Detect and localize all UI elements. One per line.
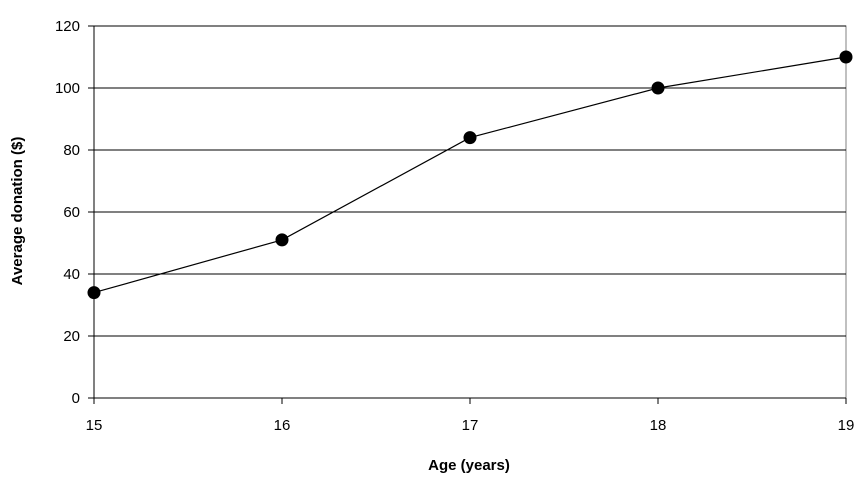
- y-tick-label: 20: [63, 328, 80, 345]
- data-point: [651, 81, 665, 95]
- gridlines: [94, 25, 846, 337]
- data-point: [87, 286, 101, 300]
- x-tick-label: 16: [274, 417, 291, 434]
- x-axis-title: Age (years): [428, 457, 510, 474]
- y-axis-tick-labels: 0 20 40 60 80 100 120: [55, 18, 80, 407]
- data-point: [463, 131, 477, 145]
- y-axis-title: Average donation ($): [9, 137, 26, 286]
- x-tick-label: 17: [462, 417, 479, 434]
- x-tick-label: 15: [86, 417, 103, 434]
- y-tick-label: 0: [72, 390, 80, 407]
- x-tick-label: 19: [838, 417, 855, 434]
- data-point: [275, 233, 289, 247]
- x-axis-tick-labels: 15 16 17 18 19: [86, 417, 855, 434]
- series-group: [87, 50, 853, 300]
- data-point: [839, 50, 853, 64]
- y-tick-label: 80: [63, 142, 80, 159]
- y-tick-label: 100: [55, 80, 80, 97]
- axes: [88, 25, 847, 404]
- x-tick-label: 18: [650, 417, 667, 434]
- y-tick-label: 40: [63, 266, 80, 283]
- series-line: [93, 56, 847, 294]
- y-tick-label: 60: [63, 204, 80, 221]
- y-tick-label: 120: [55, 18, 80, 35]
